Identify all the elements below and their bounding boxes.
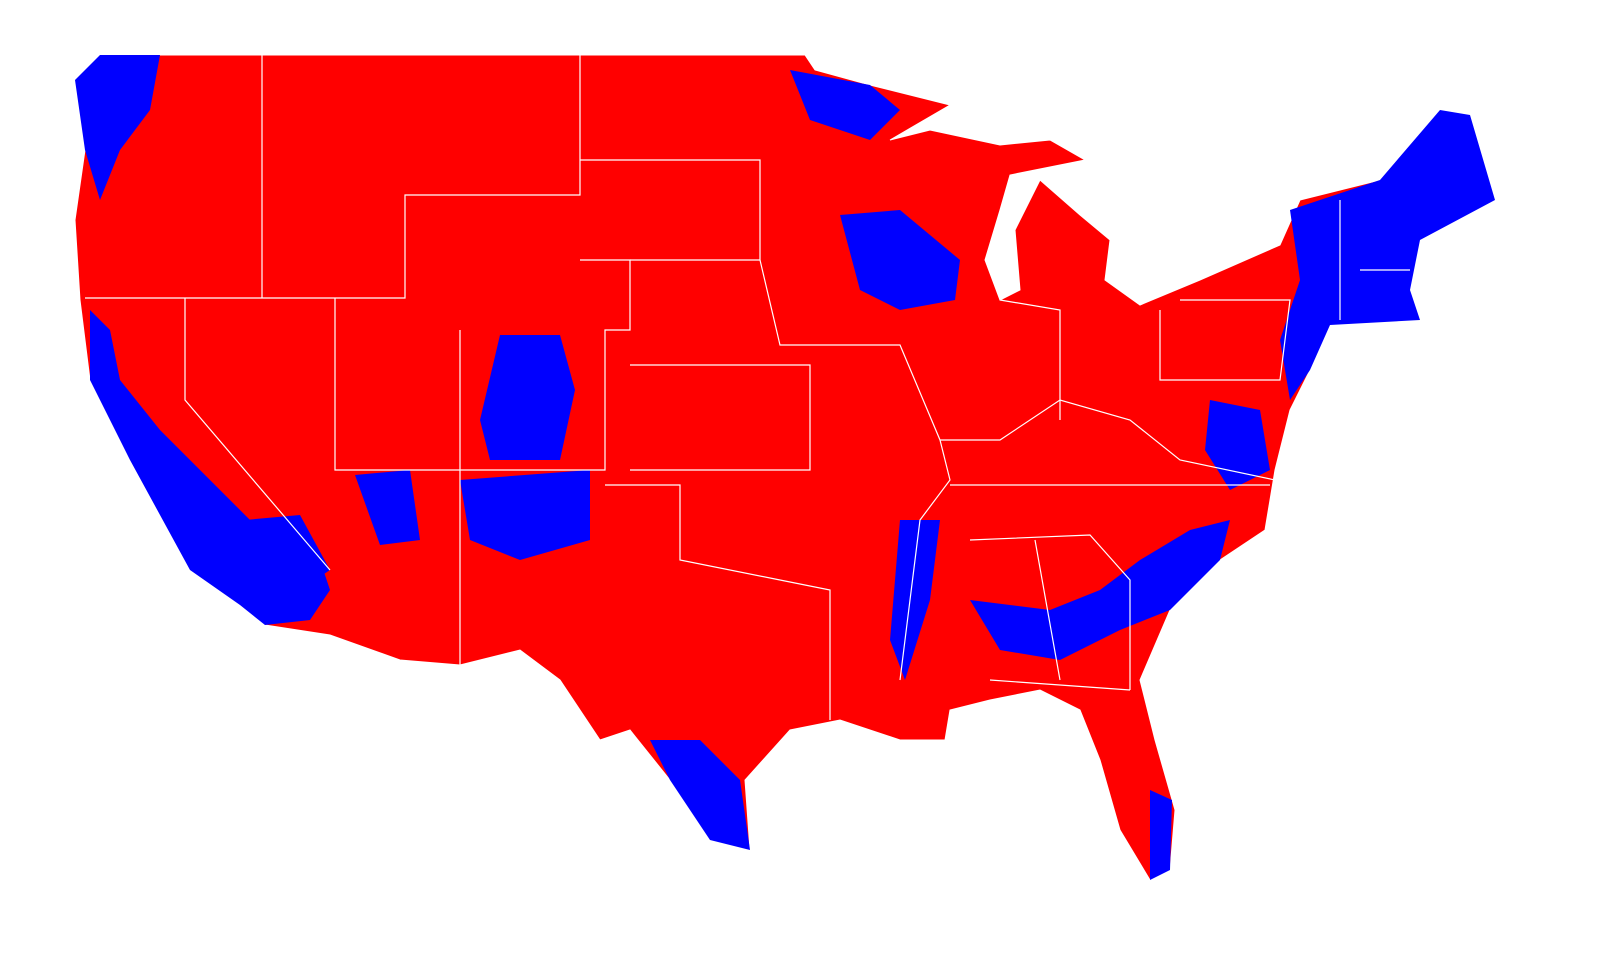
minority-regions (75, 55, 1495, 880)
arizona-northeast (355, 470, 420, 545)
minnesota-north (790, 70, 900, 140)
border (999, 299, 1291, 420)
border (184, 298, 331, 571)
border (630, 364, 811, 471)
border (1339, 200, 1410, 320)
border (605, 484, 831, 720)
mid-atlantic (1205, 400, 1270, 490)
northeast (1280, 110, 1495, 400)
colorado-front (480, 335, 575, 460)
border (580, 159, 761, 261)
upper-midwest (840, 210, 960, 310)
border (85, 55, 581, 299)
pacific-northwest (75, 55, 160, 200)
border (940, 399, 1276, 481)
border (969, 534, 1131, 690)
border (989, 539, 1131, 691)
state-borders (85, 55, 1410, 720)
nevada-south (245, 515, 330, 590)
mississippi-delta (890, 520, 940, 680)
black-belt (970, 520, 1230, 660)
four-corners (460, 470, 590, 560)
land (74, 54, 1496, 881)
south-texas (650, 740, 750, 850)
land-mass (74, 54, 1496, 881)
florida-south (1150, 790, 1172, 880)
